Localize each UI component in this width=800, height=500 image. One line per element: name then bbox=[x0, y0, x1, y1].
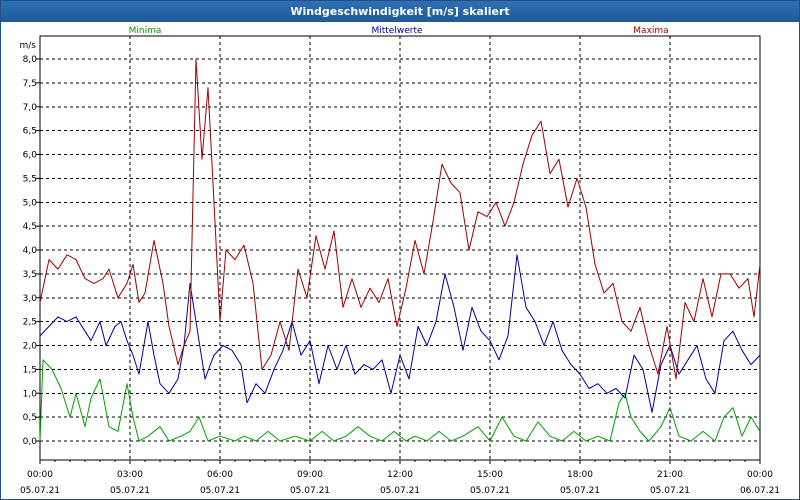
y-tick-label: 5,0 bbox=[23, 198, 38, 208]
y-tick-label: 8,0 bbox=[23, 55, 38, 65]
y-tick-label: 0,5 bbox=[23, 413, 37, 423]
y-tick-label: 2,0 bbox=[23, 342, 38, 352]
y-tick-label: 1,5 bbox=[23, 365, 37, 375]
y-tick-label: 4,0 bbox=[23, 246, 38, 256]
x-tick-label-time: 03:00 bbox=[117, 470, 143, 480]
x-tick-label-time: 12:00 bbox=[387, 470, 413, 480]
y-tick-label: 6,0 bbox=[23, 151, 38, 161]
x-tick-label-time: 00:00 bbox=[27, 470, 53, 480]
y-tick-label: 5,5 bbox=[23, 174, 37, 184]
x-tick-label-date: 05.07.21 bbox=[380, 486, 420, 496]
y-tick-label: 3,5 bbox=[23, 270, 37, 280]
legend-mittelwerte: Mittelwerte bbox=[371, 26, 422, 36]
x-tick-label-date: 05.07.21 bbox=[560, 486, 600, 496]
y-axis-label: m/s bbox=[20, 41, 37, 51]
x-tick-label-time: 09:00 bbox=[297, 470, 323, 480]
y-tick-label: 2,5 bbox=[23, 318, 37, 328]
y-tick-label: 6,5 bbox=[23, 127, 37, 137]
y-tick-label: 7,0 bbox=[23, 103, 38, 113]
y-tick-label: 1,0 bbox=[23, 389, 38, 399]
series-line-mittelwerte bbox=[39, 254, 761, 413]
series-line-maxima bbox=[39, 58, 761, 380]
y-tick-label: 7,5 bbox=[23, 79, 37, 89]
x-tick-label-date: 05.07.21 bbox=[290, 486, 330, 496]
x-tick-label-date: 05.07.21 bbox=[470, 486, 510, 496]
x-tick-label-time: 00:00 bbox=[747, 470, 773, 480]
x-tick-label-date: 06.07.21 bbox=[740, 486, 780, 496]
x-tick-label-time: 18:00 bbox=[567, 470, 593, 480]
legend-minima: Minima bbox=[129, 26, 162, 36]
series-line-minima bbox=[39, 359, 761, 442]
y-tick-label: 3,0 bbox=[23, 294, 38, 304]
x-tick-label-time: 06:00 bbox=[207, 470, 233, 480]
window-title: Windgeschwindigkeit [m/s] skaliert bbox=[1, 1, 799, 22]
x-tick-label-date: 05.07.21 bbox=[650, 486, 690, 496]
x-tick-label-time: 15:00 bbox=[477, 470, 503, 480]
x-tick-label-date: 05.07.21 bbox=[110, 486, 150, 496]
legend-maxima: Maxima bbox=[633, 26, 668, 36]
y-tick-label: 4,5 bbox=[23, 222, 37, 232]
x-tick-label-time: 21:00 bbox=[657, 470, 683, 480]
x-tick-label-date: 05.07.21 bbox=[20, 486, 60, 496]
x-tick-label-date: 05.07.21 bbox=[200, 486, 240, 496]
y-tick-label: 0,0 bbox=[23, 437, 38, 447]
